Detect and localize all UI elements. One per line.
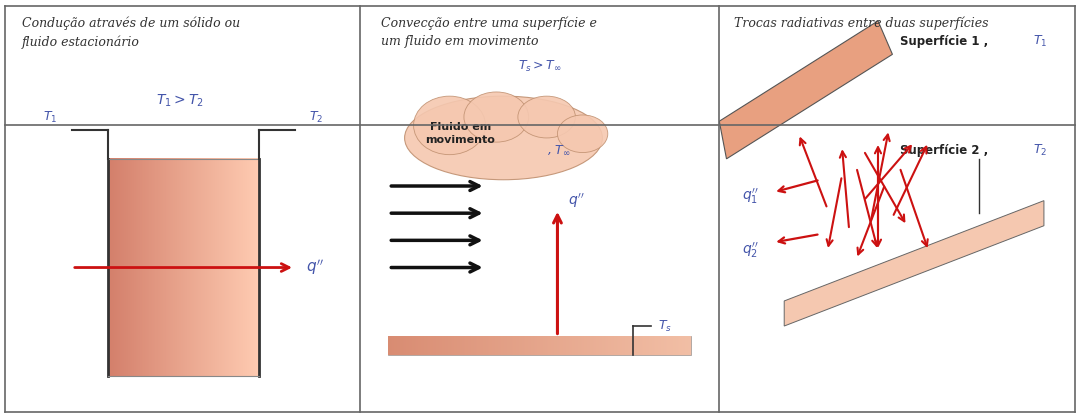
Text: Superfície 1 ,: Superfície 1 , [900, 35, 988, 48]
Text: $T_2$: $T_2$ [1034, 143, 1048, 158]
Ellipse shape [414, 96, 486, 155]
Text: $T_1 > T_2$: $T_1 > T_2$ [156, 92, 204, 109]
Text: Condução através de um sólido ou
fluido estacionário: Condução através de um sólido ou fluido … [22, 17, 240, 49]
Polygon shape [719, 21, 892, 159]
Text: , $T_\infty$: , $T_\infty$ [546, 144, 570, 157]
Text: Superfície 2 ,: Superfície 2 , [900, 144, 988, 157]
Text: $q''$: $q''$ [306, 258, 324, 277]
Text: $q''$: $q''$ [568, 191, 585, 210]
Ellipse shape [557, 115, 608, 153]
Text: Fluido em
movimento: Fluido em movimento [426, 122, 496, 145]
Text: $T_2$: $T_2$ [309, 110, 324, 125]
Text: Trocas radiativas entre duas superfícies: Trocas radiativas entre duas superfícies [733, 17, 988, 30]
Text: $q_2''$: $q_2''$ [742, 241, 759, 260]
Text: $T_s > T_\infty$: $T_s > T_\infty$ [517, 59, 562, 74]
Polygon shape [784, 201, 1044, 326]
Text: Convecção entre uma superfície e
um fluido em movimento: Convecção entre uma superfície e um flui… [381, 17, 597, 48]
Bar [389, 336, 690, 355]
Ellipse shape [464, 92, 529, 142]
Text: $T_s$: $T_s$ [658, 319, 672, 334]
Ellipse shape [405, 96, 603, 180]
Ellipse shape [518, 96, 576, 138]
Text: $q_1''$: $q_1''$ [742, 187, 759, 206]
Text: $T_1$: $T_1$ [1034, 34, 1048, 49]
Text: $T_1$: $T_1$ [43, 110, 57, 125]
